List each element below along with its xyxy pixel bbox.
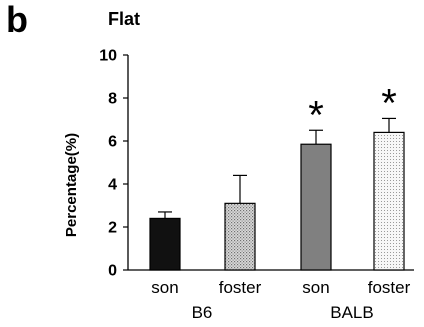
y-tick-label: 2 xyxy=(108,220,117,237)
y-tick-label: 6 xyxy=(108,134,117,151)
bar xyxy=(373,131,405,271)
group-label: BALB xyxy=(330,303,373,322)
category-labels: son foster son foster xyxy=(151,278,410,297)
y-tick-label: 0 xyxy=(108,263,117,280)
category-label: foster xyxy=(219,278,262,297)
y-tick-label: 8 xyxy=(108,91,117,108)
category-label: foster xyxy=(368,278,411,297)
significance-asterisk: * xyxy=(308,93,324,137)
bar xyxy=(149,217,181,271)
error-bars xyxy=(158,117,396,219)
chart-title: Flat xyxy=(108,9,141,29)
group-label: B6 xyxy=(192,303,213,322)
category-label: son xyxy=(302,278,329,297)
bar xyxy=(300,143,332,271)
panel-letter: b xyxy=(6,0,28,40)
group-labels: B6 BALB xyxy=(192,303,374,322)
y-axis-label: Percentage(%) xyxy=(63,133,80,237)
bars xyxy=(149,131,405,271)
significance-markers: * * xyxy=(308,81,397,137)
significance-asterisk: * xyxy=(381,81,397,125)
bar xyxy=(224,202,256,271)
y-tick-label: 4 xyxy=(108,177,117,194)
category-label: son xyxy=(151,278,178,297)
y-ticks: 0 2 4 6 8 10 xyxy=(99,48,128,280)
y-tick-label: 10 xyxy=(99,48,117,65)
